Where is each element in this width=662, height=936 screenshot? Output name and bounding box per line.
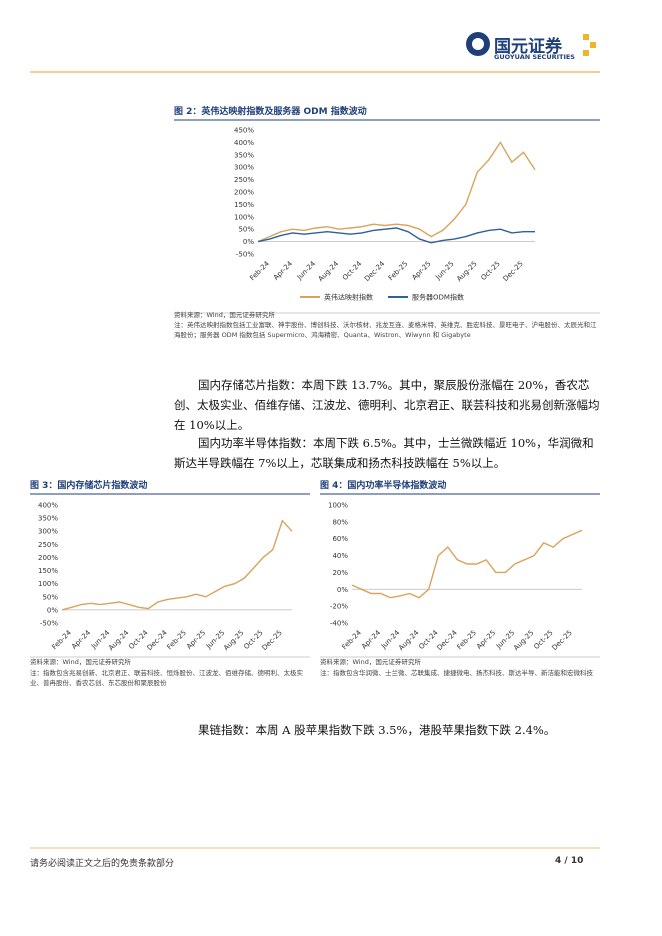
y-tick-label: 250%: [234, 176, 254, 184]
x-tick-label: Jun-25: [433, 260, 455, 282]
y-tick-label: 40%: [332, 552, 348, 560]
y-tick-label: 60%: [332, 535, 348, 543]
y-tick-label: 350%: [234, 151, 254, 159]
x-tick-label: Oct-25: [479, 260, 501, 282]
y-tick-label: -20%: [330, 603, 348, 611]
x-tick-label: Aug-24: [397, 628, 421, 652]
figure-source: 资料来源：Wind，国元证券研究所: [320, 658, 421, 666]
logo-deco: [583, 34, 589, 40]
y-tick-label: 200%: [38, 554, 58, 562]
y-tick-label: 150%: [38, 567, 58, 575]
figure-title: 图 2：英伟达映射指数及服务器 ODM 指数波动: [174, 107, 367, 117]
y-tick-label: 200%: [234, 189, 254, 197]
x-tick-label: Apr-25: [185, 629, 207, 651]
x-tick-label: Apr-24: [272, 259, 294, 281]
paragraph: 国内存储芯片指数：本周下跌 13.7%。其中，聚辰股份涨幅在 20%，香农芯创、…: [174, 378, 600, 432]
figure-note: 注：英伟达映射指数包括工业富联、神宇股份、博创科技、沃尔核材、兆龙互连、麦格米特…: [174, 321, 597, 339]
y-tick-label: 300%: [234, 164, 254, 172]
x-tick-label: Aug-24: [107, 628, 131, 652]
legend-label: 服务器ODM指数: [412, 293, 464, 302]
paragraph: 国内功率半导体指数：本周下跌 6.5%。其中，士兰微跌幅近 10%，华润微和斯达…: [174, 436, 594, 470]
y-tick-label: 100%: [328, 502, 348, 510]
y-tick-label: 50%: [238, 226, 254, 234]
y-tick-label: -50%: [40, 620, 58, 628]
figure-note: 注：指数包含兆易创新、北京君正、联芸科技、恒烁股份、江波龙、佰维存储、德明利、太…: [30, 669, 303, 687]
x-tick-label: Feb-25: [387, 260, 410, 283]
logo-text: 国元证券: [494, 37, 562, 57]
x-tick-label: Dec-24: [146, 628, 170, 652]
logo-mark-inner: [472, 38, 484, 50]
y-tick-label: 100%: [234, 213, 254, 221]
y-tick-label: 400%: [234, 139, 254, 147]
x-tick-label: Dec-24: [436, 628, 460, 652]
logo-deco: [583, 50, 589, 56]
y-tick-label: 0%: [337, 586, 348, 594]
y-tick-label: 300%: [38, 528, 58, 536]
series-line: [61, 519, 293, 611]
x-tick-label: Apr-24: [70, 628, 92, 650]
x-tick-label: Feb-24: [248, 259, 271, 282]
y-tick-label: 400%: [38, 502, 58, 510]
x-tick-label: Dec-24: [363, 259, 387, 283]
x-tick-label: Dec-25: [551, 629, 574, 652]
legend-label: 英伟达映射指数: [324, 293, 373, 302]
x-tick-label: Feb-24: [340, 628, 363, 651]
x-tick-label: Apr-25: [411, 260, 433, 282]
y-tick-label: 20%: [332, 569, 348, 577]
x-tick-label: Feb-24: [50, 628, 73, 651]
y-tick-label: 50%: [42, 593, 58, 601]
y-tick-label: 0%: [243, 238, 254, 246]
figure-source: 资料来源：Wind，国元证券研究所: [174, 311, 275, 319]
y-tick-label: -40%: [330, 620, 348, 628]
x-tick-label: Jun-24: [295, 259, 318, 282]
x-tick-label: Aug-24: [317, 259, 341, 283]
y-tick-label: 100%: [38, 580, 58, 588]
y-tick-label: 80%: [332, 518, 348, 526]
logo-deco: [590, 42, 596, 48]
y-tick-label: 350%: [38, 515, 58, 523]
figure-note: 注：指数包含华润微、士兰微、芯联集成、捷捷微电、扬杰科技、斯达半导、新洁能和宏微…: [320, 669, 593, 677]
paragraph: 果链指数：本周 A 股苹果指数下跌 3.5%，港股苹果指数下跌 2.4%。: [198, 723, 556, 737]
x-tick-label: Apr-24: [360, 628, 382, 650]
figure-title: 图 3：国内存储芯片指数波动: [30, 481, 148, 491]
y-tick-label: 0%: [47, 606, 58, 614]
x-tick-label: Feb-25: [455, 629, 478, 652]
x-tick-label: Apr-25: [475, 629, 497, 651]
y-tick-label: -50%: [236, 251, 254, 259]
page-number: 4 / 10: [555, 856, 584, 866]
figure-source: 资料来源：Wind，国元证券研究所: [30, 658, 131, 666]
x-tick-label: Oct-24: [341, 259, 364, 282]
y-tick-label: 250%: [38, 541, 58, 549]
figure-title: 图 4：国内功率半导体指数波动: [320, 481, 447, 491]
y-tick-label: 450%: [234, 127, 254, 135]
x-tick-label: Dec-25: [261, 629, 284, 652]
x-tick-label: Feb-25: [165, 629, 188, 652]
x-tick-label: Aug-25: [222, 629, 245, 652]
x-tick-label: Aug-25: [455, 260, 478, 283]
logo-subtext: GUOYUAN SECURITIES: [494, 53, 575, 61]
series-line: [257, 227, 535, 244]
y-tick-label: 150%: [234, 201, 254, 209]
footer-disclaimer: 请务必阅读正文之后的免责条款部分: [30, 859, 175, 869]
x-tick-label: Aug-25: [512, 629, 535, 652]
series-line: [257, 141, 536, 243]
x-tick-label: Dec-25: [502, 260, 525, 283]
series-line: [351, 529, 583, 599]
